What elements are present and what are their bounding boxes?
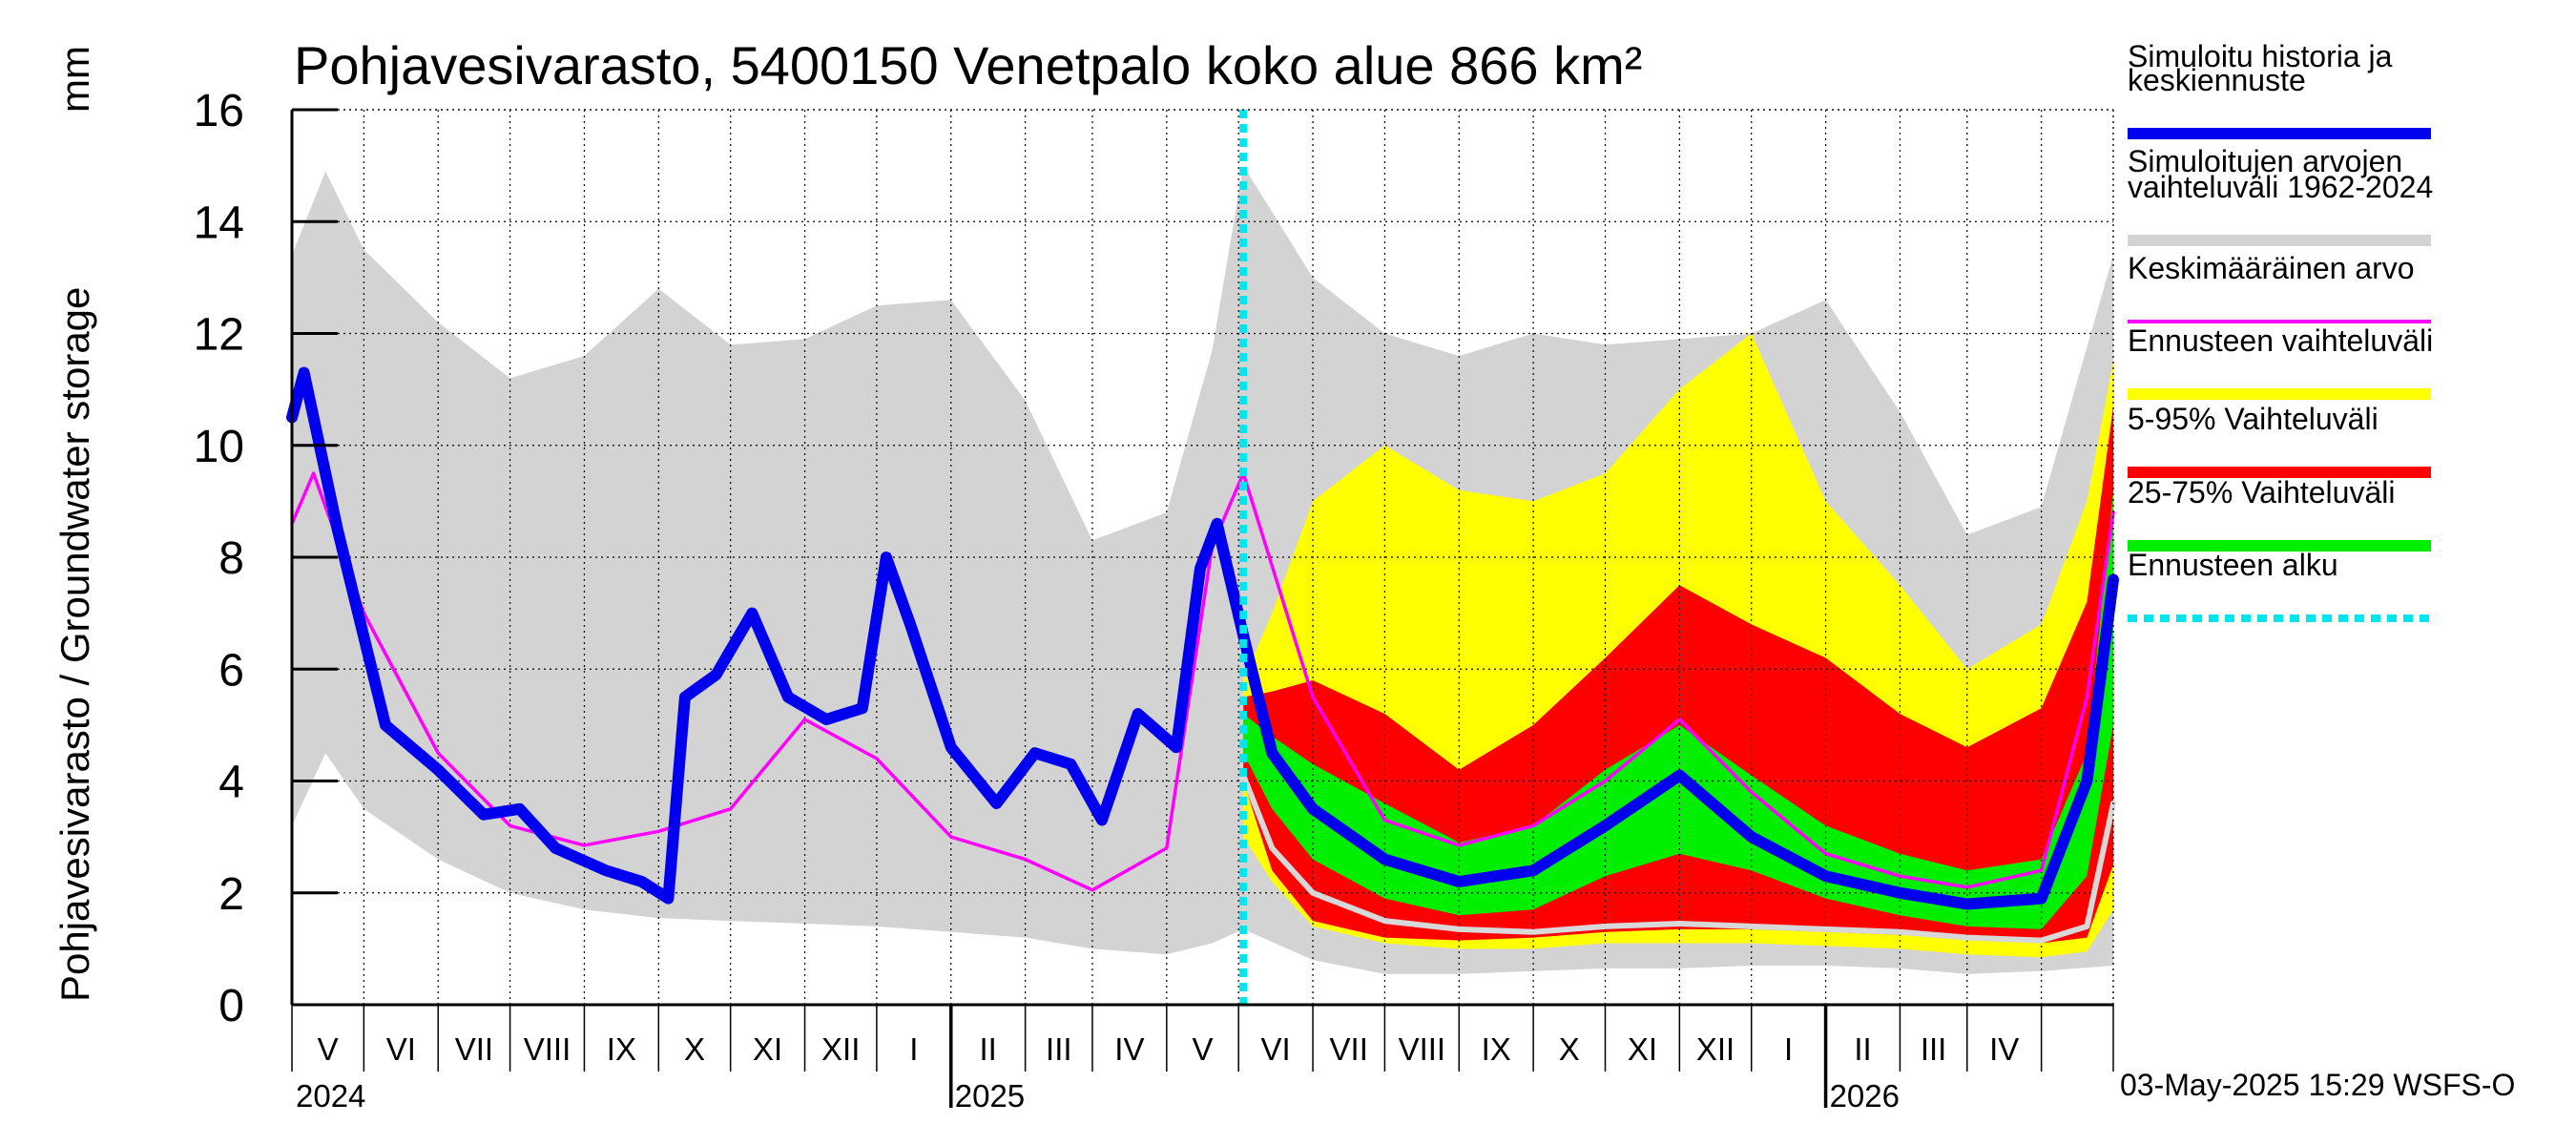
forecast-minimum-line [1240, 772, 2116, 944]
chart-title: Pohjavesivarasto, 5400150 Venetpalo koko… [294, 35, 1642, 95]
legend-label: 25-75% Vaihteluväli [2128, 475, 2395, 510]
year-label: 2024 [296, 1078, 365, 1114]
legend-label: vaihteluväli 1962-2024 [2128, 170, 2433, 204]
month-label: I [909, 1031, 918, 1067]
y-tick-label: 14 [194, 198, 244, 248]
legend-label: Ennusteen vaihteluväli [2128, 323, 2433, 358]
month-label: IX [1482, 1031, 1511, 1067]
month-label: X [1559, 1031, 1580, 1067]
y-tick-label: 6 [218, 645, 244, 696]
month-label: V [318, 1031, 339, 1067]
y-tick-label: 8 [218, 533, 244, 584]
legend-label: keskiennuste [2128, 63, 2306, 97]
legend-label: 5-95% Vaihteluväli [2128, 402, 2379, 436]
y-axis-unit: mm [52, 46, 97, 113]
chart-lines [286, 110, 2119, 1005]
chart-y-ticks: 0 2 4 6 8 10 12 14 16 [194, 86, 338, 1031]
month-label: III [1921, 1031, 1947, 1067]
month-label: III [1046, 1031, 1072, 1067]
month-label: V [1192, 1031, 1213, 1067]
y-axis-label: Pohjavesivarasto / Groundwater storage [52, 287, 97, 1002]
month-label: XI [1628, 1031, 1657, 1067]
month-label: X [684, 1031, 705, 1067]
y-tick-label: 4 [218, 758, 244, 808]
month-label: VIII [524, 1031, 571, 1067]
legend-label: Ennusteen alku [2128, 548, 2338, 582]
month-label: IV [1114, 1031, 1144, 1067]
month-label: II [1854, 1031, 1871, 1067]
legend-label: Simuloitu historia ja [2128, 39, 2393, 73]
month-label: XI [753, 1031, 782, 1067]
p25-75-band [1243, 489, 2113, 929]
month-label: IV [1989, 1031, 2019, 1067]
month-label: I [1784, 1031, 1793, 1067]
y-tick-label: 10 [194, 422, 244, 472]
chart-x-labels: V VI VII VIII IX X XI XII I II III IV V VI VII VIII IX X X… [291, 1005, 2114, 1114]
y-tick-label: 2 [218, 869, 244, 920]
year-label: 2026 [1830, 1078, 1900, 1114]
month-label: XII [821, 1031, 860, 1067]
month-label: VIII [1399, 1031, 1446, 1067]
month-label: IX [607, 1031, 636, 1067]
month-label: VII [455, 1031, 493, 1067]
month-label: II [980, 1031, 997, 1067]
legend-label: Simuloitujen arvojen [2128, 144, 2402, 178]
chart-footer: 03-May-2025 15:29 WSFS-O [2120, 1068, 2515, 1102]
year-label: 2025 [955, 1078, 1025, 1114]
month-label: VII [1330, 1031, 1368, 1067]
month-label: VI [1261, 1031, 1291, 1067]
y-tick-label: 0 [218, 981, 244, 1031]
month-label: XII [1696, 1031, 1735, 1067]
month-label: VI [386, 1031, 416, 1067]
p5-95-band [1243, 406, 2113, 944]
legend-label: Keskimääräinen arvo [2128, 251, 2415, 285]
history-forecast-line [286, 366, 2119, 910]
chart-grid [292, 109, 2114, 1005]
y-tick-label: 12 [194, 310, 244, 361]
y-tick-label: 16 [194, 86, 244, 136]
